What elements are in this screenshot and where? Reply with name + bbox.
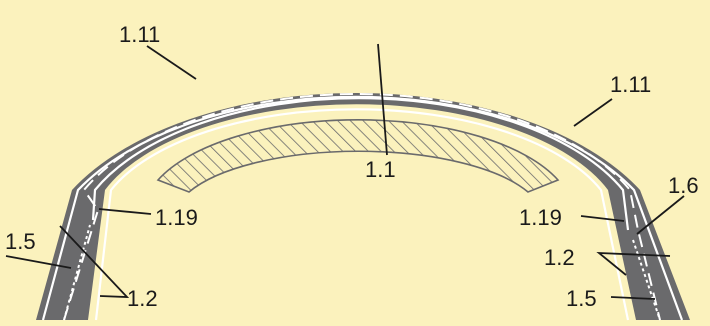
label-right-1-2: 1.2 (544, 245, 575, 270)
leader-top-right-1-11 (573, 98, 613, 127)
leader-left-1-19 (98, 208, 152, 215)
leader-center-1-1 (377, 43, 388, 156)
label-left-1-19: 1.19 (155, 205, 198, 230)
right-dotted-line (632, 239, 661, 321)
label-top-right-1-11: 1.11 (610, 72, 651, 97)
label-right-1-19: 1.19 (519, 205, 562, 230)
label-right-1-5: 1.5 (566, 286, 597, 311)
label-center-1-1: 1.1 (365, 157, 396, 182)
leader-right-1-5 (610, 296, 656, 300)
leader-left-1-2 (59, 225, 130, 298)
leader-right-1-2 (596, 251, 671, 276)
label-left-1-2: 1.2 (127, 286, 158, 311)
leader-right-1-6 (636, 195, 685, 235)
leader-right-1-19 (580, 215, 625, 222)
leader-top-left-1-11 (146, 45, 197, 80)
label-top-left-1-11: 1.11 (119, 22, 160, 47)
label-right-1-6: 1.6 (668, 173, 699, 198)
lane-dashed-line (63, 92, 661, 321)
left-dotted-line (63, 224, 91, 321)
center-solid-line (91, 97, 630, 231)
inner-edge-line (94, 108, 630, 321)
hatched-island (156, 119, 560, 193)
label-left-1-5: 1.5 (5, 229, 36, 254)
leader-left-1-5 (5, 255, 72, 269)
